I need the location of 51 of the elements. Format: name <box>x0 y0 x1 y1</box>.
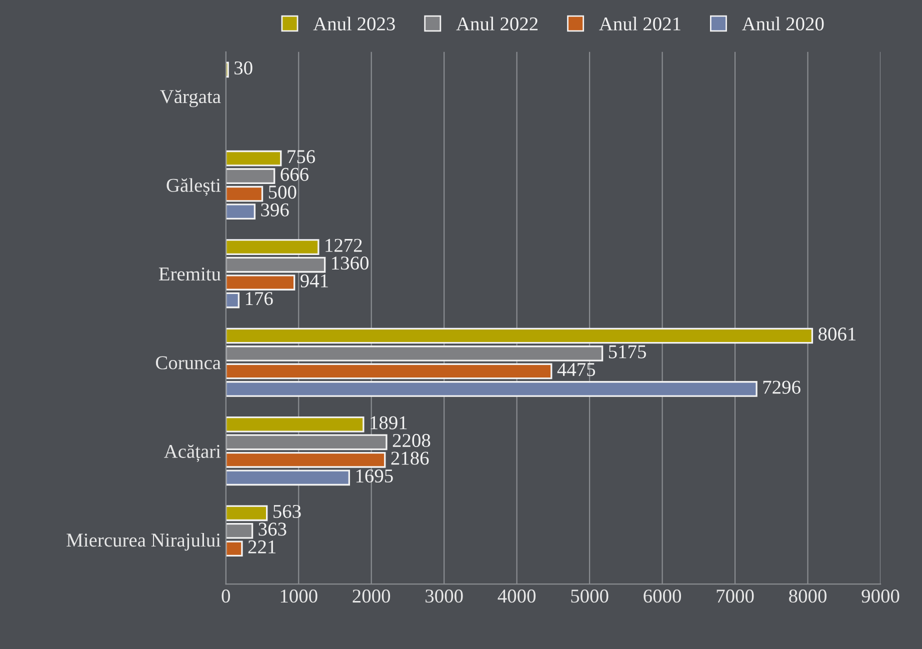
data-label: 756 <box>288 150 316 164</box>
data-label: 5175 <box>608 345 646 358</box>
x-tick-label: 0 <box>222 590 230 603</box>
x-tick-label: 4000 <box>498 590 536 603</box>
bar <box>226 434 388 450</box>
y-tick-label: Gălești <box>166 178 221 196</box>
bar <box>226 292 240 308</box>
data-label: 2208 <box>392 434 430 448</box>
bar <box>226 416 364 432</box>
data-label: 221 <box>248 540 276 554</box>
bar <box>226 239 320 255</box>
data-label: 396 <box>261 203 289 216</box>
y-tick-label: Eremitu <box>158 268 221 281</box>
x-tick-label: 2000 <box>352 590 390 603</box>
y-tick-label: Vărgata <box>160 90 221 108</box>
data-label: 2186 <box>391 452 429 465</box>
data-label: 176 <box>246 292 273 306</box>
x-tick-label: 5000 <box>571 590 608 603</box>
x-tick-label: 9000 <box>862 590 900 603</box>
data-label: 563 <box>274 504 301 518</box>
data-label: 500 <box>268 186 296 199</box>
legend-label: Anul 2023 <box>313 16 395 30</box>
legend-label: Anul 2020 <box>742 16 824 30</box>
data-label: 8061 <box>818 327 856 341</box>
bar <box>226 381 758 397</box>
x-tick-label: 3000 <box>426 590 463 603</box>
data-label: 363 <box>258 522 286 536</box>
bar <box>226 328 814 344</box>
y-tick-label: Acățari <box>164 444 221 462</box>
data-label: 30 <box>234 61 252 75</box>
data-label: 1695 <box>356 469 393 483</box>
bar <box>226 256 326 273</box>
data-label: 1272 <box>326 238 362 252</box>
data-label: 941 <box>300 274 328 288</box>
x-tick-label: 7000 <box>716 590 754 603</box>
data-label: 7296 <box>763 380 800 394</box>
x-tick-label: 6000 <box>644 590 682 603</box>
bar <box>226 346 604 362</box>
data-label: 1891 <box>370 416 407 430</box>
data-label: 4475 <box>557 363 596 376</box>
x-tick-label: 1000 <box>280 590 318 603</box>
legend-label: Anul 2021 <box>599 16 680 30</box>
bar <box>226 274 296 290</box>
y-tick-label: Corunca <box>156 356 221 370</box>
data-label: 1360 <box>332 256 369 270</box>
legend-label: Anul 2022 <box>456 16 538 30</box>
bar <box>226 363 552 380</box>
y-tick-label: Miercurea Nirajului <box>66 533 221 551</box>
x-tick-label: 8000 <box>789 590 826 603</box>
bar <box>226 505 268 522</box>
data-label: 666 <box>280 168 308 181</box>
